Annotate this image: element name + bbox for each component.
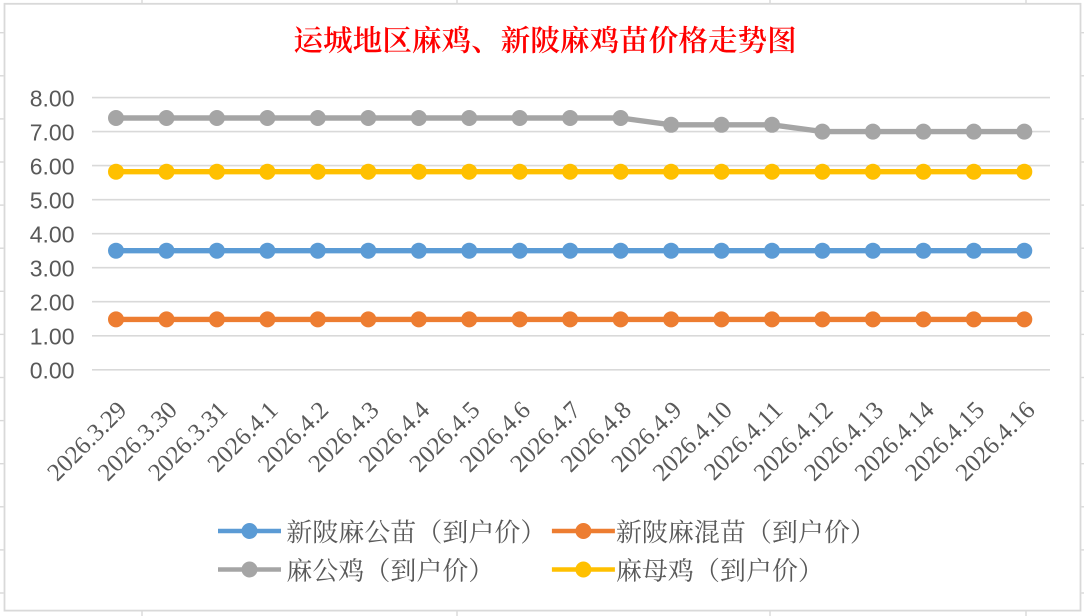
svg-text:5.00: 5.00 xyxy=(30,188,75,214)
svg-text:4.00: 4.00 xyxy=(30,222,75,248)
svg-text:2.00: 2.00 xyxy=(30,290,75,316)
svg-text:1.00: 1.00 xyxy=(30,324,75,350)
svg-text:7.00: 7.00 xyxy=(30,120,75,146)
svg-text:8.00: 8.00 xyxy=(30,86,75,112)
svg-text:6.00: 6.00 xyxy=(30,154,75,180)
svg-text:0.00: 0.00 xyxy=(30,358,75,384)
svg-text:3.00: 3.00 xyxy=(30,256,75,282)
